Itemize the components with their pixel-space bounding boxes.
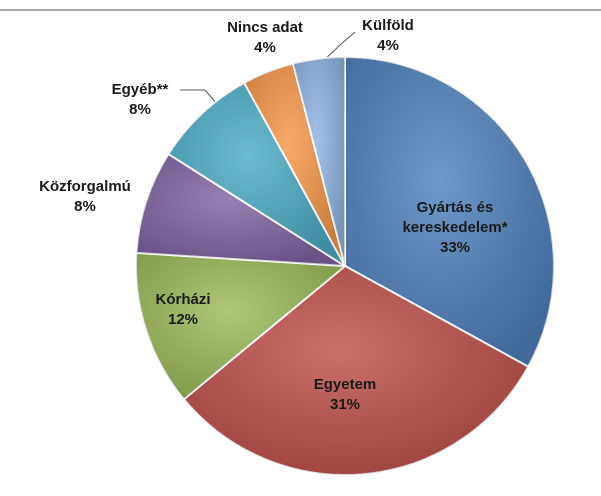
leader-line xyxy=(321,31,356,63)
slice-label: Gyártás és kereskedelem* 33% xyxy=(385,198,525,258)
category-label: Gyártás és kereskedelem* xyxy=(402,199,508,236)
slice-shade xyxy=(183,266,529,476)
value-label: 8% xyxy=(129,101,151,118)
value-label: 31% xyxy=(329,396,361,413)
slice-shade xyxy=(293,57,345,266)
slice-shade xyxy=(136,154,345,266)
value-label: 4% xyxy=(377,37,399,54)
category-label: Egyéb** xyxy=(111,81,169,98)
slice-label: Egyetem 31% xyxy=(285,375,405,415)
category-label: Nincs adat xyxy=(227,19,303,36)
slice-label: Nincs adat 4% xyxy=(205,18,325,58)
category-label: Egyetem xyxy=(313,376,377,393)
slice-label: Közforgalmú 8% xyxy=(15,177,155,217)
slice-shade xyxy=(244,63,345,267)
value-label: 8% xyxy=(74,198,96,215)
value-label: 4% xyxy=(254,39,276,56)
value-label: 33% xyxy=(439,239,471,256)
slice-label: Kórházi 12% xyxy=(133,290,233,330)
slice-shade xyxy=(136,252,345,400)
slice-label: Külföld 4% xyxy=(338,16,438,56)
slice-label: Egyéb** 8% xyxy=(90,80,190,120)
slice-shade xyxy=(345,57,554,367)
value-label: 12% xyxy=(167,311,199,328)
category-label: Külföld xyxy=(362,17,414,34)
slice-shade xyxy=(168,82,345,267)
category-label: Kórházi xyxy=(155,291,211,308)
category-label: Közforgalmú xyxy=(39,178,131,195)
